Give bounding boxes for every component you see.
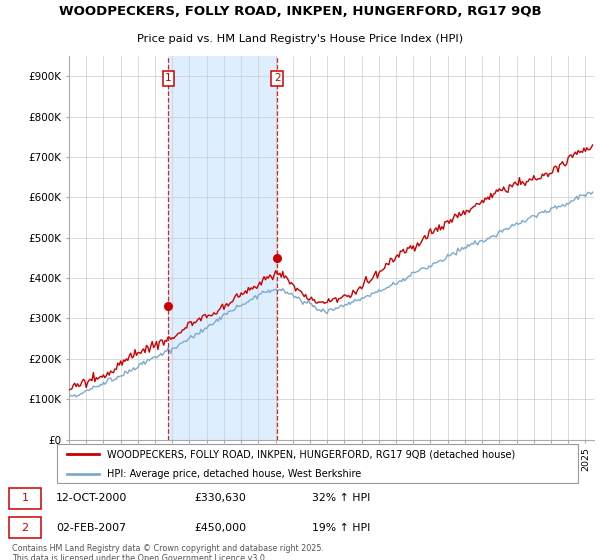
Text: HPI: Average price, detached house, West Berkshire: HPI: Average price, detached house, West… bbox=[107, 469, 361, 479]
FancyBboxPatch shape bbox=[9, 488, 41, 509]
Bar bbox=[169, 56, 277, 440]
Text: 32% ↑ HPI: 32% ↑ HPI bbox=[312, 493, 370, 503]
Text: £450,000: £450,000 bbox=[194, 523, 246, 533]
FancyBboxPatch shape bbox=[9, 517, 41, 539]
Text: 1: 1 bbox=[165, 73, 172, 83]
Text: 1: 1 bbox=[22, 493, 29, 503]
Text: £330,630: £330,630 bbox=[194, 493, 246, 503]
Text: 02-FEB-2007: 02-FEB-2007 bbox=[56, 523, 126, 533]
Text: Contains HM Land Registry data © Crown copyright and database right 2025.
This d: Contains HM Land Registry data © Crown c… bbox=[12, 544, 324, 560]
Text: 19% ↑ HPI: 19% ↑ HPI bbox=[312, 523, 370, 533]
Text: 12-OCT-2000: 12-OCT-2000 bbox=[56, 493, 127, 503]
Text: 2: 2 bbox=[274, 73, 280, 83]
Text: WOODPECKERS, FOLLY ROAD, INKPEN, HUNGERFORD, RG17 9QB (detached house): WOODPECKERS, FOLLY ROAD, INKPEN, HUNGERF… bbox=[107, 449, 515, 459]
Text: 2: 2 bbox=[22, 523, 29, 533]
Text: WOODPECKERS, FOLLY ROAD, INKPEN, HUNGERFORD, RG17 9QB: WOODPECKERS, FOLLY ROAD, INKPEN, HUNGERF… bbox=[59, 5, 541, 18]
Text: Price paid vs. HM Land Registry's House Price Index (HPI): Price paid vs. HM Land Registry's House … bbox=[137, 34, 463, 44]
FancyBboxPatch shape bbox=[56, 444, 578, 483]
